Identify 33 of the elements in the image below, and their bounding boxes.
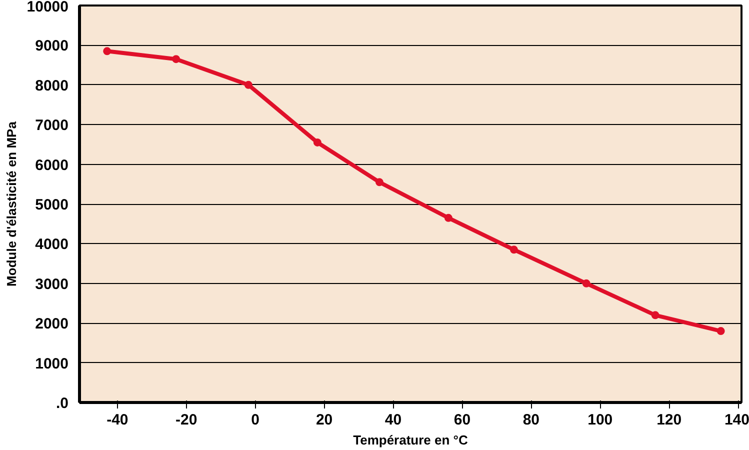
y-tick-label: 5000 (35, 196, 69, 214)
x-tick-label: 60 (454, 412, 471, 428)
x-tick-label: 140 (724, 412, 749, 428)
x-tick-label: 80 (522, 412, 540, 428)
point (444, 214, 452, 222)
y-tick-label: 4000 (35, 236, 69, 254)
x-tick-label: 20 (316, 412, 333, 428)
x-tick-label: -40 (106, 412, 128, 428)
y-tick-label: 1000 (35, 355, 69, 372)
y-tick-label: .0 (56, 395, 69, 412)
y-tick-label: 2000 (35, 316, 69, 333)
x-tick-label: -20 (176, 412, 198, 428)
x-tick-label: 40 (384, 412, 402, 428)
y-tick-label: 3000 (35, 276, 69, 293)
point (651, 311, 660, 320)
y-tick-label: 10000 (26, 0, 69, 16)
point (172, 55, 180, 64)
point (716, 327, 725, 336)
point (582, 279, 590, 288)
point (510, 246, 518, 254)
x-tick-label: 0 (251, 412, 260, 428)
x-axis-title: Température en °C (353, 432, 468, 448)
point (313, 138, 322, 146)
y-tick-label: 9000 (35, 38, 69, 55)
y-tick-label: 6000 (35, 156, 69, 174)
y-tick-label: 7000 (35, 117, 69, 134)
point (244, 80, 252, 89)
point (103, 47, 112, 56)
y-tick-label: 8000 (35, 77, 69, 94)
point (375, 178, 384, 186)
y-axis-title: Module d'élasticité en MPa (4, 120, 19, 286)
x-tick-label: 120 (656, 412, 682, 428)
x-tick-label: 100 (588, 412, 613, 428)
